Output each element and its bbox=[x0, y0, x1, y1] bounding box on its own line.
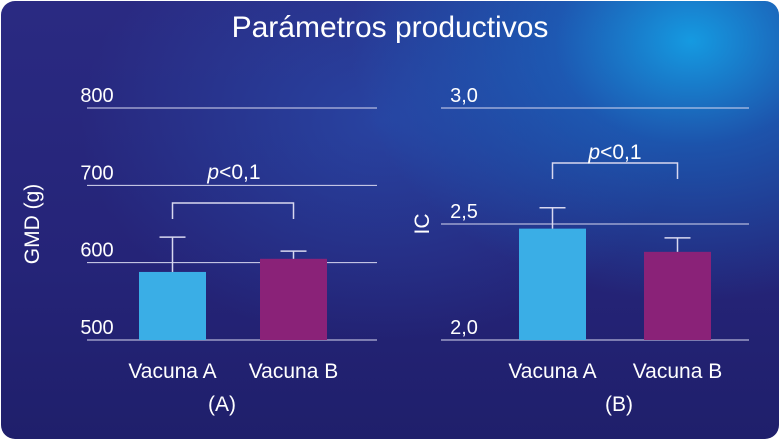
y-tick-label-a: 600 bbox=[80, 240, 113, 262]
significance-bracket-b bbox=[551, 162, 679, 179]
bar-a-vacuna-a bbox=[139, 271, 206, 340]
p-letter: p bbox=[587, 141, 600, 164]
y-axis-label-b: IC bbox=[411, 214, 434, 235]
bar-b-vacuna-b bbox=[644, 251, 711, 340]
category-label-b: Vacuna B bbox=[633, 360, 723, 383]
bar-b-vacuna-a bbox=[519, 228, 586, 340]
p-letter: p bbox=[206, 161, 219, 184]
p-threshold: <0,1 bbox=[219, 161, 260, 184]
y-tick-label-a: 700 bbox=[80, 162, 113, 184]
category-label-b: Vacuna A bbox=[508, 360, 596, 383]
panel-label-b: (B) bbox=[605, 393, 633, 416]
y-tick-label-b: 2,0 bbox=[450, 317, 478, 339]
p-value-label-a: p<0,1 bbox=[206, 161, 260, 184]
p-value-label-b: p<0,1 bbox=[587, 141, 641, 164]
category-label-a: Vacuna A bbox=[128, 360, 216, 383]
panel-label-a: (A) bbox=[208, 393, 236, 416]
category-label-a: Vacuna B bbox=[249, 360, 339, 383]
chart-title: Parámetros productivos bbox=[231, 11, 549, 44]
p-threshold: <0,1 bbox=[600, 141, 641, 164]
significance-bracket-a bbox=[171, 202, 295, 219]
y-tick-label-a: 800 bbox=[80, 85, 113, 107]
y-axis-label-a: GMD (g) bbox=[21, 184, 44, 265]
y-tick-label-b: 2,5 bbox=[450, 201, 478, 223]
bar-a-vacuna-b bbox=[260, 258, 327, 340]
y-tick-label-b: 3,0 bbox=[450, 85, 478, 107]
y-tick-label-a: 500 bbox=[80, 317, 113, 339]
